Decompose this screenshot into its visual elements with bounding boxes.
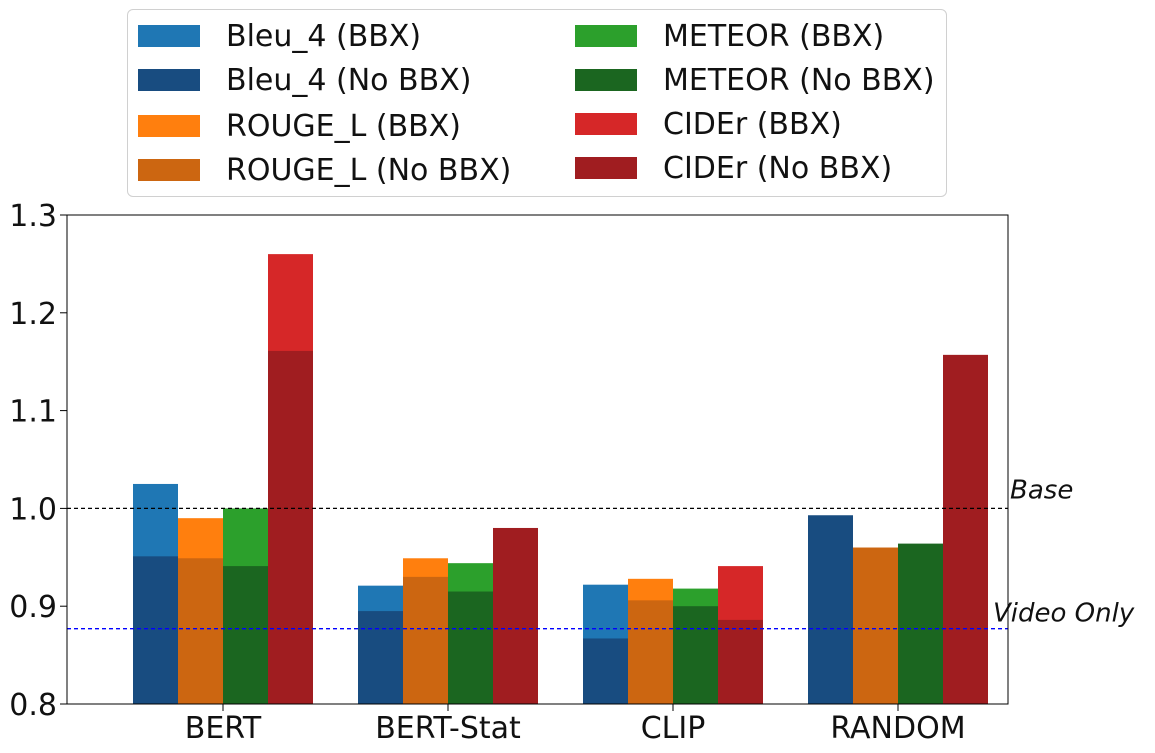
legend-item-rougel-nobbx: ROUGE_L (No BBX): [138, 150, 511, 190]
bar-bleu-4-no-bbx-clip: [583, 638, 628, 704]
legend-swatch: [138, 159, 200, 181]
bar-meteor-no-bbx-bert: [223, 566, 268, 704]
bar-meteor-no-bbx-bert-stat: [448, 591, 493, 704]
bar-rouge-l-no-bbx-clip: [628, 600, 673, 704]
reference-line-label: Video Only: [993, 599, 1135, 629]
legend-label: ROUGE_L (No BBX): [226, 152, 512, 188]
legend: Bleu_4 (BBX) Bleu_4 (No BBX) ROUGE_L (BB…: [127, 9, 947, 197]
legend-label: CIDEr (No BBX): [663, 150, 893, 186]
bar-bleu-4-no-bbx-bert-stat: [358, 611, 403, 704]
reference-lines-layer: Base Video Only: [67, 475, 1135, 630]
legend-label: CIDEr (BBX): [663, 106, 842, 142]
legend-item-rougel-bbx: ROUGE_L (BBX): [138, 106, 461, 146]
x-tick-label: CLIP: [641, 711, 706, 746]
legend-swatch: [138, 115, 200, 137]
y-tick-label: 1.0: [9, 492, 57, 527]
bar-bleu-4-no-bbx-random: [808, 515, 853, 704]
bar-rouge-l-no-bbx-bert-stat: [403, 576, 448, 704]
bar-cider-no-bbx-clip: [718, 619, 763, 704]
legend-swatch: [138, 69, 200, 91]
legend-label: METEOR (BBX): [663, 18, 885, 54]
legend-item-meteor-nobbx: METEOR (No BBX): [575, 60, 935, 100]
legend-item-bleu4-bbx: Bleu_4 (BBX): [138, 16, 421, 56]
bars-layer: [133, 254, 988, 704]
legend-swatch: [575, 69, 637, 91]
legend-item-cider-nobbx: CIDEr (No BBX): [575, 148, 892, 188]
legend-label: ROUGE_L (BBX): [226, 108, 461, 144]
reference-line-label: Base: [1010, 475, 1073, 505]
legend-label: Bleu_4 (BBX): [226, 18, 422, 54]
x-tick-label: BERT-Stat: [375, 711, 521, 746]
legend-item-meteor-bbx: METEOR (BBX): [575, 16, 884, 56]
legend-label: METEOR (No BBX): [663, 62, 935, 98]
y-tick-label: 1.1: [9, 395, 57, 430]
plot-frame: [66, 214, 1009, 705]
bar-rouge-l-no-bbx-random: [853, 547, 898, 704]
legend-swatch: [575, 157, 637, 179]
x-tick-label: BERT: [185, 711, 262, 746]
legend-item-cider-bbx: CIDEr (BBX): [575, 104, 842, 144]
bar-meteor-no-bbx-random: [898, 543, 943, 704]
y-tick-label: 0.8: [9, 688, 57, 723]
axes-layer: 0.8 0.9 1.0 1.1 1.2 1.3 BERT BERT-Stat CLIP RANDO…: [9, 199, 1009, 746]
bar-cider-no-bbx-bert-stat: [493, 527, 538, 704]
legend-swatch: [575, 113, 637, 135]
legend-swatch: [575, 25, 637, 47]
y-tick-label: 0.9: [9, 590, 57, 625]
bar-bleu-4-no-bbx-bert: [133, 556, 178, 704]
bar-cider-no-bbx-bert: [268, 350, 313, 704]
legend-swatch: [138, 25, 200, 47]
bar-meteor-no-bbx-clip: [673, 606, 718, 704]
bar-cider-no-bbx-random: [943, 354, 988, 704]
y-tick-label: 1.3: [9, 199, 57, 234]
legend-label: Bleu_4 (No BBX): [226, 62, 472, 98]
x-tick-label: RANDOM: [830, 711, 965, 746]
bar-rouge-l-no-bbx-bert: [178, 558, 223, 704]
y-tick-label: 1.2: [9, 297, 57, 332]
legend-item-bleu4-nobbx: Bleu_4 (No BBX): [138, 60, 471, 100]
